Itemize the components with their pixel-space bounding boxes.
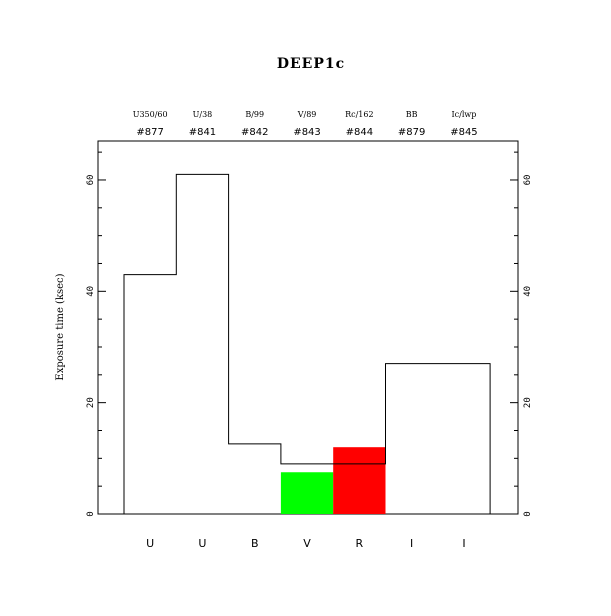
filter-id-label: #841 <box>189 127 216 138</box>
filled-bars <box>280 447 386 514</box>
x-category-label: U <box>146 537 154 550</box>
filter-name-label: Rc/162 <box>345 110 373 119</box>
filter-id-label: #877 <box>136 127 163 138</box>
y-tick-label-right: 40 <box>523 286 533 297</box>
y-tick-label-left: 40 <box>86 286 96 297</box>
y-tick-label-left: 60 <box>86 175 96 186</box>
filled-bar-v-4 <box>280 472 334 514</box>
x-category-label: V <box>303 537 311 550</box>
filter-id-label: #842 <box>241 127 268 138</box>
x-category-label: I <box>462 537 465 550</box>
filter-name-label: B/99 <box>245 110 264 119</box>
chart-title: DEEP1c <box>277 56 345 72</box>
x-category-label: U <box>198 537 206 550</box>
category-labels: U U350/60 #877 U U/38 #841 B B/99 #842 V V/89 #843 R… <box>133 110 478 550</box>
exposure-histogram-line <box>123 173 491 514</box>
filter-id-label: #843 <box>293 127 320 138</box>
x-category-label: I <box>410 537 413 550</box>
y-tick-label-left: 0 <box>86 511 96 516</box>
y-tick-label-right: 0 <box>523 511 533 516</box>
filter-name-label: Ic/lwp <box>452 110 477 119</box>
exposure-step-outline <box>123 173 491 514</box>
y-axis-label: Exposure time (ksec) <box>55 273 66 380</box>
filter-id-label: #844 <box>346 127 373 138</box>
filter-id-label: #879 <box>398 127 425 138</box>
y-tick-label-left: 20 <box>86 397 96 408</box>
y-tick-label-right: 20 <box>523 397 533 408</box>
plot-frame <box>97 140 519 515</box>
x-category-label: R <box>356 537 364 550</box>
filter-name-label: U350/60 <box>133 110 168 119</box>
filter-id-label: #845 <box>450 127 477 138</box>
axis-ticks: 0 0 20 20 40 40 60 60 <box>86 151 533 517</box>
filter-name-label: BB <box>406 110 418 119</box>
filled-bar-r-5 <box>333 447 386 514</box>
y-tick-label-right: 60 <box>523 175 533 186</box>
filter-name-label: U/38 <box>193 110 213 119</box>
x-category-label: B <box>251 537 259 550</box>
filter-name-label: V/89 <box>297 110 317 119</box>
